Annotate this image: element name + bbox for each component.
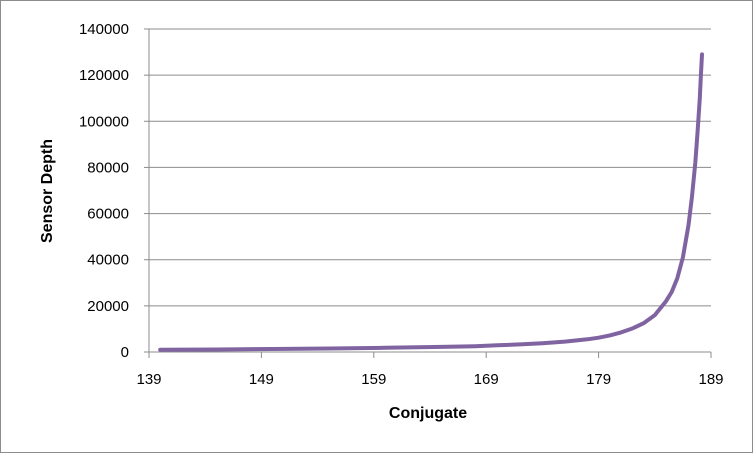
y-tick-label: 60000 [87, 206, 129, 223]
x-tick-label: 139 [136, 371, 161, 388]
axes [144, 28, 712, 358]
y-tick-label: 0 [121, 344, 129, 361]
x-tick-label: 189 [698, 371, 723, 388]
y-tick-label: 140000 [79, 21, 129, 38]
y-axis-title: Sensor Depth [39, 139, 56, 243]
x-tick-label: 169 [474, 371, 499, 388]
gridlines [149, 28, 711, 307]
y-tick-label: 80000 [87, 159, 129, 176]
y-tick-label: 120000 [79, 67, 129, 84]
y-tick-label: 20000 [87, 298, 129, 315]
series-group [158, 52, 704, 352]
x-axis-title: Conjugate [389, 405, 467, 422]
x-tick-labels: 139 149 159 169 179 189 [136, 371, 723, 388]
series-line [158, 52, 704, 352]
x-tick-label: 149 [249, 371, 274, 388]
y-tick-label: 100000 [79, 113, 129, 130]
y-tick-label: 40000 [87, 252, 129, 269]
x-tick-label: 159 [361, 371, 386, 388]
x-tick-label: 179 [586, 371, 611, 388]
y-tick-labels: 0 20000 40000 60000 80000 100000 120000 140000 [79, 21, 129, 361]
